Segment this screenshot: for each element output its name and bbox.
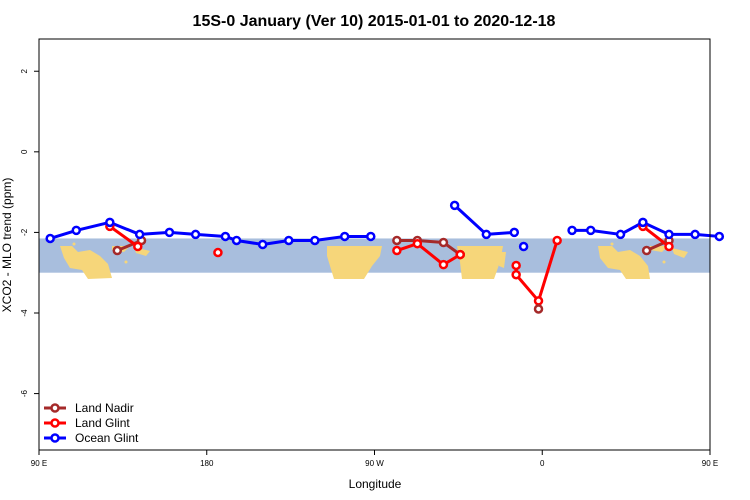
island-dot-3 [72,242,76,246]
series-line-1-2 [396,242,462,267]
data-point-2-1-1 [481,229,492,240]
data-point-1-2-2 [438,259,449,270]
data-point-1-3-0 [511,260,521,271]
map-band [39,238,710,279]
data-point-2-0-0 [45,233,55,244]
landmass-6 [598,246,650,279]
data-point-2-0-6 [220,231,231,242]
data-point-2-3-3 [638,217,648,228]
data-point-0-1-2 [438,237,449,248]
legend-label-1: Land Glint [75,416,130,430]
data-point-1-1-0 [213,247,223,258]
data-point-2-3-5 [690,229,700,240]
data-point-2-0-9 [284,235,294,246]
x-tick-label-3: 0 [540,459,545,468]
y-tick-label-1: 0 [20,149,29,154]
data-point-1-2-1 [412,238,423,249]
data-point-2-0-1 [71,225,82,236]
legend-label-0: Land Nadir [75,401,134,415]
data-point-2-0-10 [310,235,320,246]
x-tick-label-4: 90 E [702,459,718,468]
x-tick-label-2: 90 W [365,459,384,468]
x-axis: 90 E 180 90 W 0 90 E [31,450,718,468]
y-tick-label-2: -2 [20,228,29,236]
data-point-1-0-1 [133,241,143,252]
data-point-2-3-4 [664,229,674,240]
legend-marker-2 [50,433,60,443]
landmass-5 [499,252,506,268]
data-point-2-1-2 [509,227,520,238]
data-point-2-0-8 [257,239,268,250]
data-point-0-0-0 [112,245,123,256]
y-tick-label-4: -6 [20,389,29,397]
series-line-1-4 [641,225,670,248]
island-dot-0 [124,260,128,264]
y-tick-label-3: -4 [20,309,29,317]
landmass-0 [60,246,112,279]
landmass-8 [672,248,688,258]
data-point-1-3-3 [552,235,562,246]
x-tick-label-0: 90 E [31,459,47,468]
y-tick-label-0: 2 [20,68,29,73]
data-point-1-2-3 [455,249,465,260]
legend-marker-0 [50,403,60,413]
data-point-2-0-3 [134,229,145,240]
data-point-2-0-4 [164,227,175,238]
data-point-2-0-12 [366,231,376,242]
data-point-1-3-1 [511,269,521,280]
data-point-0-1-0 [392,235,402,246]
data-point-2-3-2 [615,229,626,240]
data-point-2-2-0 [518,241,529,252]
island-dot-1 [662,260,666,264]
y-axis: 2 0 -2 -4 -6 [20,68,39,397]
legend-label-2: Ocean Glint [75,431,139,445]
data-point-1-4-1 [664,241,674,252]
data-point-2-3-6 [714,231,725,242]
data-point-2-3-1 [585,225,596,236]
data-point-1-2-0 [392,245,402,256]
landmass-3 [327,246,382,279]
series-layer [45,200,725,314]
data-point-2-0-7 [231,235,242,246]
data-point-2-0-5 [190,229,201,240]
legend-marker-1 [50,418,60,428]
island-dot-2 [610,242,614,246]
series-line-1-0 [108,225,139,248]
data-point-2-0-2 [105,217,115,228]
data-point-3-0-0 [533,304,544,314]
data-point-1-3-2 [533,296,544,306]
y-axis-label: XCO2 - MLO trend (ppm) [0,178,14,313]
data-point-2-1-0 [449,200,460,211]
chart-title: 15S-0 January (Ver 10) 2015-01-01 to 202… [193,13,556,30]
x-axis-label: Longitude [349,477,402,491]
data-point-0-2-0 [641,245,652,256]
data-point-2-3-0 [567,225,577,236]
x-tick-label-1: 180 [200,459,214,468]
data-point-2-0-11 [339,231,350,242]
series-line-0-1 [396,238,462,256]
landmass-4 [457,246,503,279]
